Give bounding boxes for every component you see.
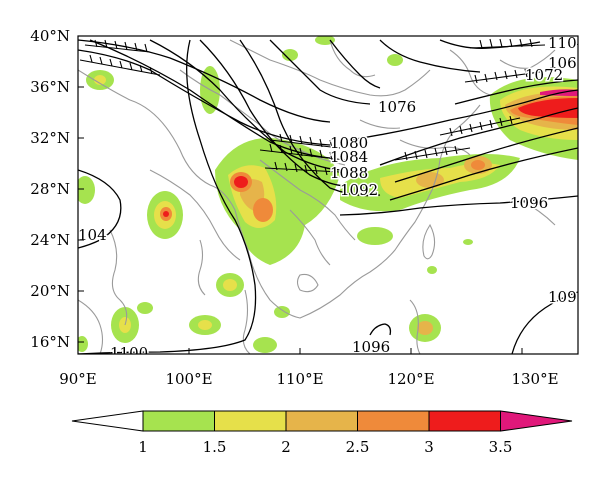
- lon-label-110: 110°E: [276, 370, 323, 388]
- lat-label-24: 24°N: [30, 231, 70, 249]
- contour-label-1096-east: 1096: [510, 194, 548, 212]
- colorbar-label-3-5: 3.5: [489, 438, 513, 456]
- lat-label-20: 20°N: [30, 282, 70, 300]
- lon-label-120: 120°E: [387, 370, 434, 388]
- contour-label-109: 109: [548, 288, 577, 306]
- map-plot-area: 1104 1068 1072 1076 1080 1084 1088 1092 …: [78, 34, 586, 362]
- shaded-field: [78, 36, 578, 353]
- colorbar-label-1: 1: [138, 438, 148, 456]
- contour-label-1088: 1088: [330, 164, 368, 182]
- contour-label-104: 104: [78, 226, 107, 244]
- colorbar-label-1-5: 1.5: [203, 438, 227, 456]
- lon-label-100: 100°E: [165, 370, 212, 388]
- colorbar-label-3: 3: [424, 438, 434, 456]
- contour-label-1076: 1076: [378, 98, 416, 116]
- colorbar-label-2: 2: [281, 438, 291, 456]
- contour-label-1104: 1104: [548, 34, 586, 52]
- colorbar: 1 1.5 2 2.5 3 3.5: [71, 410, 573, 456]
- lat-label-36: 36°N: [30, 78, 70, 96]
- contour-label-1072: 1072: [525, 66, 563, 84]
- contour-label-1084: 1084: [330, 148, 368, 166]
- longitude-axis: 90°E 100°E 110°E 120°E 130°E: [59, 348, 559, 388]
- colorbar-bin-3: [428, 410, 501, 432]
- lat-label-40: 40°N: [30, 27, 70, 45]
- contour-label-1096-south: 1096: [352, 338, 390, 356]
- colorbar-bin-2-5: [357, 410, 430, 432]
- contour-label-1080: 1080: [330, 134, 368, 152]
- colorbar-bin-1: [142, 410, 215, 432]
- map-frame: [77, 35, 579, 355]
- contour-label-1068: 1068: [548, 54, 586, 72]
- lat-label-32: 32°N: [30, 129, 70, 147]
- lon-label-90: 90°E: [59, 370, 97, 388]
- lat-label-28: 28°N: [30, 180, 70, 198]
- colorbar-label-2-5: 2.5: [346, 438, 370, 456]
- lat-label-16: 16°N: [30, 333, 70, 351]
- latitude-axis: 40°N 36°N 32°N 28°N 24°N 20°N 16°N: [30, 27, 84, 351]
- colorbar-low-arrow: [71, 410, 144, 432]
- colorbar-bin-1-5: [214, 410, 287, 432]
- contour-labels: 1104 1068 1072 1076 1080 1084 1088 1092 …: [78, 34, 586, 362]
- contour-label-1092: 1092: [340, 181, 378, 199]
- colorbar-high-arrow: [500, 410, 573, 432]
- wind-barbs: [79, 38, 546, 176]
- contour-label-1100: 1100: [110, 344, 148, 362]
- lon-label-130: 130°E: [511, 370, 558, 388]
- colorbar-bin-2: [285, 410, 358, 432]
- contours: [78, 39, 578, 354]
